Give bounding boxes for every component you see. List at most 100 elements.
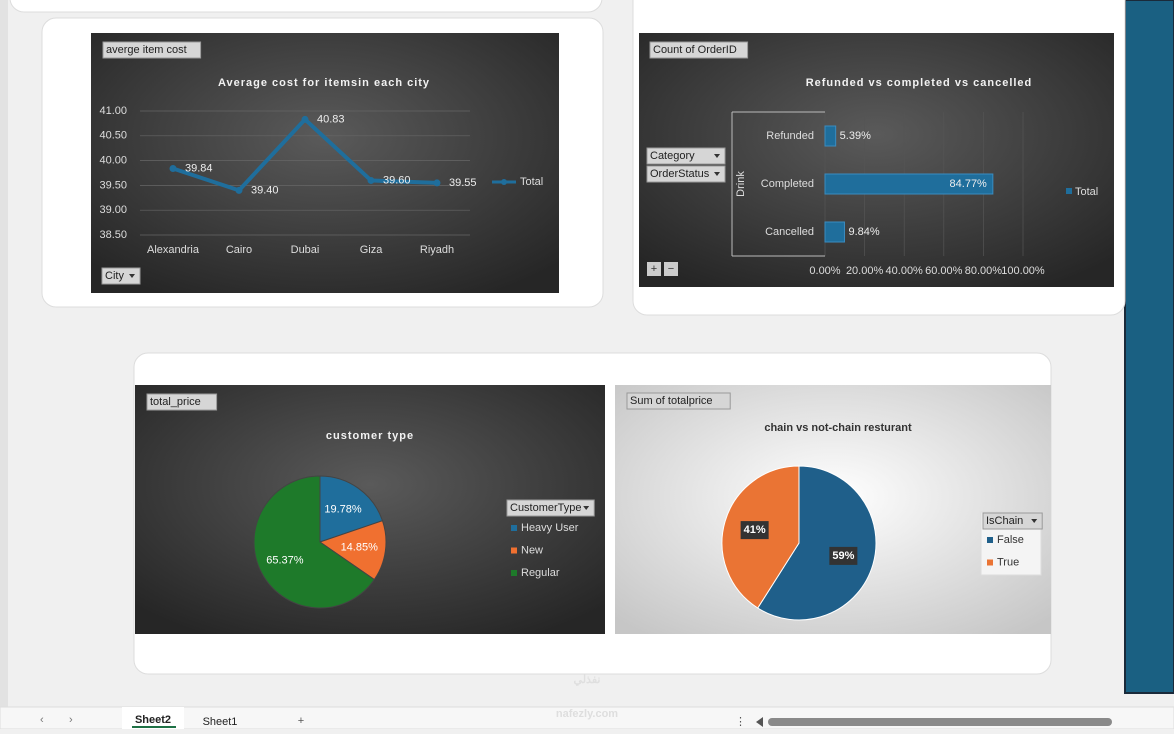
data-label: 39.40: [251, 184, 279, 196]
y-tick-label: 40.00: [99, 155, 127, 167]
x-tick-label: Dubai: [291, 244, 320, 256]
y-tick-label: 40.50: [99, 130, 127, 142]
x-tick-label: Cairo: [226, 244, 252, 256]
prev-tab[interactable]: ‹: [40, 714, 44, 726]
legend-label: New: [521, 544, 543, 556]
data-label: 39.84: [185, 162, 213, 174]
tab[interactable]: Sheet1: [203, 716, 238, 728]
chart-area: [91, 33, 559, 293]
x-tick-label: 20.00%: [846, 265, 884, 277]
field-button-label: City: [105, 270, 124, 282]
side-panel: [1124, 0, 1174, 694]
pie-slice: [757, 465, 877, 621]
dropdown-arrow: [1031, 519, 1038, 523]
field-button[interactable]: [626, 392, 731, 410]
pie-slice: [319, 475, 384, 543]
data-label: 40.83: [317, 113, 345, 125]
data-label: 39.60: [383, 174, 411, 186]
field-button-label: OrderStatus: [650, 168, 710, 180]
legend-swatch: [511, 570, 517, 576]
field-button-label: IsChain: [986, 515, 1023, 527]
legend-swatch: [987, 559, 993, 566]
dropdown-arrow: [129, 274, 135, 278]
active-tab[interactable]: [122, 707, 184, 729]
field-button-label: averge item cost: [106, 44, 187, 56]
data-label: 9.84%: [848, 226, 879, 238]
chart-title: customer type: [326, 430, 414, 442]
legend-label: Heavy User: [521, 522, 579, 534]
chart-title: Average cost for itemsin each city: [218, 77, 430, 89]
data-label-box: [829, 546, 858, 565]
field-button[interactable]: [646, 165, 726, 183]
chart-title: chain vs not-chain resturant: [764, 422, 912, 434]
data-label: 39.55: [449, 177, 477, 189]
field-button[interactable]: [102, 41, 202, 59]
x-tick-label: 100.00%: [1001, 265, 1045, 277]
x-tick-label: 40.00%: [886, 265, 924, 277]
pie-slice: [253, 475, 375, 609]
bar: [824, 125, 837, 147]
legend-label: Total: [520, 176, 543, 188]
data-label: 84.77%: [950, 178, 988, 190]
plus-icon: +: [651, 263, 657, 275]
data-label: 65.37%: [266, 554, 304, 566]
dropdown-arrow: [583, 506, 590, 510]
field-button[interactable]: [506, 499, 595, 517]
y-tick-label: 39.00: [99, 204, 127, 216]
data-label: 59%: [832, 550, 854, 562]
next-tab[interactable]: ›: [69, 714, 73, 726]
expand-button[interactable]: [647, 262, 661, 276]
legend-label: True: [997, 556, 1019, 568]
field-button-label: Count of OrderID: [653, 44, 737, 56]
marker: [235, 186, 243, 194]
category-label: Completed: [761, 178, 814, 190]
field-button[interactable]: [146, 393, 218, 411]
x-tick-label: 0.00%: [809, 265, 840, 277]
dropdown-arrow: [714, 172, 720, 176]
bar: [824, 173, 994, 195]
y-tick-label: 41.00: [99, 105, 127, 117]
legend-swatch: [987, 537, 993, 543]
field-button[interactable]: [649, 41, 749, 59]
field-button[interactable]: [646, 147, 726, 165]
x-tick-label: Alexandria: [147, 244, 200, 256]
x-tick-label: 60.00%: [925, 265, 963, 277]
field-button-label: total_price: [150, 396, 201, 408]
legend-marker: [501, 179, 507, 185]
x-tick-label: 80.00%: [965, 265, 1003, 277]
field-button-label: CustomerType: [510, 502, 582, 514]
bar: [824, 221, 845, 243]
field-button-label: Sum of totalprice: [630, 395, 713, 407]
watermark: نفذلي: [574, 674, 601, 687]
tab[interactable]: Sheet2: [135, 714, 171, 726]
data-label: 5.39%: [840, 130, 871, 142]
data-label: 41%: [744, 524, 766, 536]
pie-slice: [318, 520, 387, 581]
marker: [367, 176, 375, 184]
scrollbar[interactable]: [768, 718, 1112, 726]
legend-swatch: [511, 547, 517, 554]
y-tick-label: 39.50: [99, 179, 127, 191]
watermark: nafezly.com: [556, 708, 618, 720]
legend-label: Regular: [521, 567, 560, 579]
add-sheet[interactable]: +: [298, 715, 304, 727]
collapse-button[interactable]: [664, 262, 678, 276]
data-label: 14.85%: [341, 541, 379, 553]
legend-label: False: [997, 534, 1024, 546]
minus-icon: −: [668, 263, 674, 275]
data-label-box: [740, 521, 769, 540]
scroll-left[interactable]: [756, 717, 763, 727]
field-button-label: Category: [650, 150, 695, 162]
chart-title: Refunded vs completed vs cancelled: [806, 77, 1033, 89]
menu-dots[interactable]: ⋮: [735, 716, 746, 728]
field-button[interactable]: [101, 267, 141, 285]
marker: [169, 165, 177, 173]
field-button[interactable]: [982, 512, 1043, 530]
category-label: Refunded: [766, 130, 814, 142]
dropdown-arrow: [714, 154, 720, 158]
x-tick-label: Giza: [360, 244, 384, 256]
category-label: Cancelled: [765, 226, 814, 238]
card: [9, 0, 603, 13]
legend-label: Total: [1075, 186, 1098, 198]
